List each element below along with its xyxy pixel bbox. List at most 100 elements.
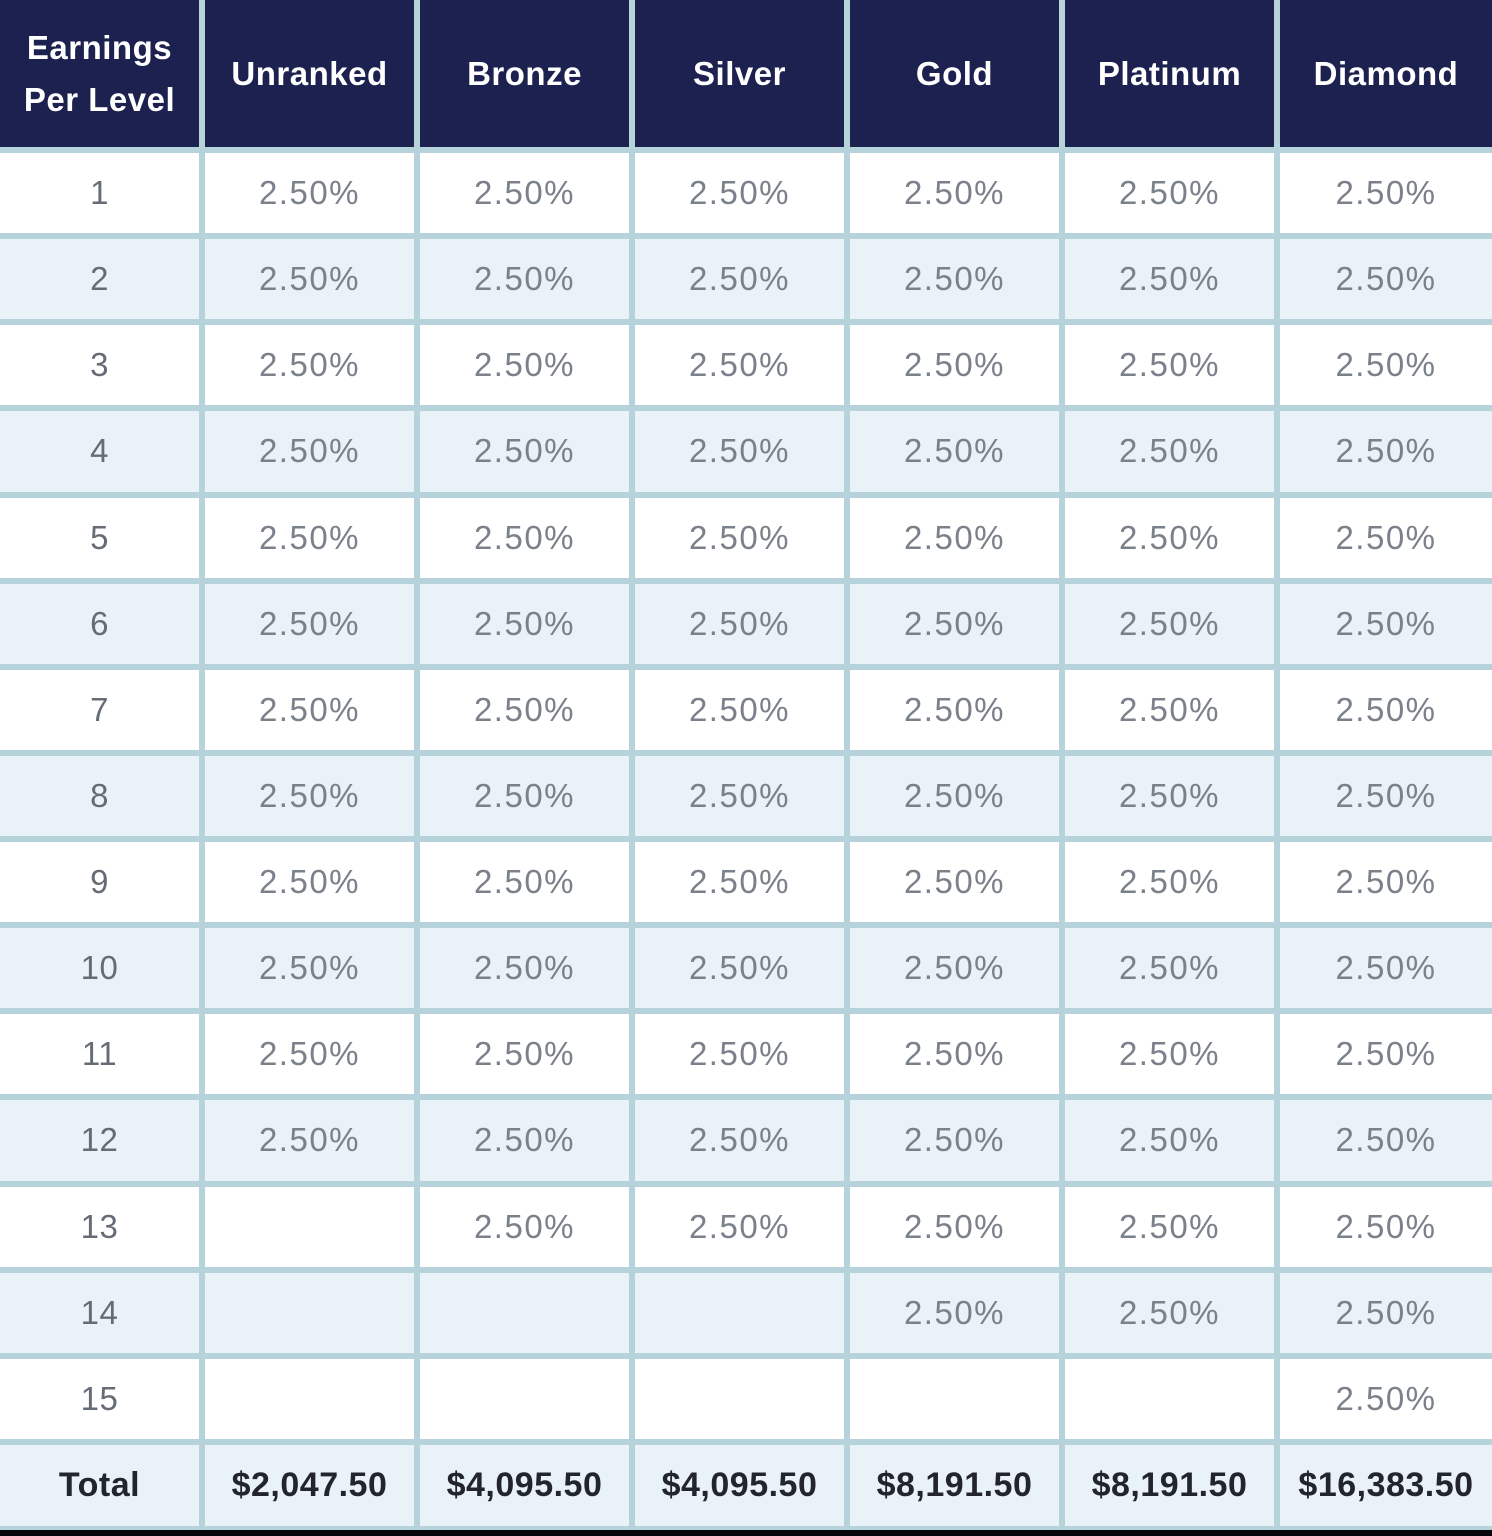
value-cell: 2.50% [629,663,850,756]
value-cell: 2.50% [629,749,850,843]
value-cell [1059,1352,1280,1446]
header-earnings-per-level: Earnings Per Level [0,0,205,153]
table-row: 3 2.50% 2.50% 2.50% 2.50% 2.50% 2.50% [0,319,1492,412]
value-cell: 2.50% [844,749,1065,843]
value-cell: 2.50% [414,233,635,326]
total-unranked: $2,047.50 [199,1439,420,1526]
value-cell: 2.50% [199,1008,420,1101]
value-cell: 2.50% [1059,1008,1280,1101]
value-cell: 2.50% [1059,1094,1280,1187]
level-cell: 10 [0,922,205,1015]
header-gold: Gold [844,0,1065,153]
value-cell: 2.50% [199,922,420,1015]
value-cell: 2.50% [1274,835,1492,929]
value-cell: 2.50% [414,405,635,498]
value-cell [629,1266,850,1359]
header-unranked: Unranked [199,0,420,153]
value-cell [414,1352,635,1446]
value-cell [844,1352,1065,1446]
value-cell: 2.50% [844,233,1065,326]
value-cell: 2.50% [199,146,420,240]
total-silver: $4,095.50 [629,1439,850,1526]
level-cell: 13 [0,1180,205,1273]
table-row: 2 2.50% 2.50% 2.50% 2.50% 2.50% 2.50% [0,233,1492,326]
value-cell: 2.50% [414,319,635,412]
value-cell: 2.50% [414,749,635,843]
header-diamond: Diamond [1274,0,1492,153]
value-cell [199,1180,420,1273]
table-footer: Total $2,047.50 $4,095.50 $4,095.50 $8,1… [0,1439,1492,1526]
value-cell: 2.50% [1059,146,1280,240]
value-cell: 2.50% [199,319,420,412]
table-header: Earnings Per Level Unranked Bronze Silve… [0,0,1492,153]
value-cell: 2.50% [1274,663,1492,756]
table-row: 4 2.50% 2.50% 2.50% 2.50% 2.50% 2.50% [0,405,1492,498]
level-cell: 11 [0,1008,205,1101]
value-cell: 2.50% [1274,577,1492,670]
value-cell: 2.50% [414,1180,635,1273]
value-cell: 2.50% [414,491,635,584]
value-cell: 2.50% [1274,233,1492,326]
header-row: Earnings Per Level Unranked Bronze Silve… [0,0,1492,153]
table-row: 8 2.50% 2.50% 2.50% 2.50% 2.50% 2.50% [0,749,1492,843]
table-row: 10 2.50% 2.50% 2.50% 2.50% 2.50% 2.50% [0,922,1492,1015]
table-row: 14 2.50% 2.50% 2.50% [0,1266,1492,1359]
value-cell: 2.50% [1059,405,1280,498]
value-cell: 2.50% [1274,319,1492,412]
value-cell: 2.50% [1274,405,1492,498]
total-row: Total $2,047.50 $4,095.50 $4,095.50 $8,1… [0,1439,1492,1526]
value-cell: 2.50% [629,577,850,670]
value-cell: 2.50% [1059,577,1280,670]
value-cell: 2.50% [629,1180,850,1273]
value-cell: 2.50% [629,233,850,326]
value-cell: 2.50% [844,1266,1065,1359]
value-cell: 2.50% [629,835,850,929]
value-cell: 2.50% [844,922,1065,1015]
level-cell: 14 [0,1266,205,1359]
value-cell: 2.50% [1274,1266,1492,1359]
table-row: 1 2.50% 2.50% 2.50% 2.50% 2.50% 2.50% [0,146,1492,240]
value-cell: 2.50% [414,1008,635,1101]
table-row: 13 2.50% 2.50% 2.50% 2.50% 2.50% [0,1180,1492,1273]
total-platinum: $8,191.50 [1059,1439,1280,1526]
value-cell: 2.50% [844,1008,1065,1101]
value-cell: 2.50% [199,491,420,584]
value-cell: 2.50% [1274,146,1492,240]
value-cell: 2.50% [414,835,635,929]
value-cell: 2.50% [1059,749,1280,843]
level-cell: 7 [0,663,205,756]
value-cell: 2.50% [629,319,850,412]
value-cell: 2.50% [199,663,420,756]
bottom-bar [0,1526,1492,1536]
table-row: 7 2.50% 2.50% 2.50% 2.50% 2.50% 2.50% [0,663,1492,756]
value-cell: 2.50% [629,146,850,240]
value-cell: 2.50% [414,663,635,756]
header-silver: Silver [629,0,850,153]
value-cell: 2.50% [1274,1008,1492,1101]
value-cell: 2.50% [414,922,635,1015]
level-cell: 2 [0,233,205,326]
level-cell: 6 [0,577,205,670]
value-cell: 2.50% [199,577,420,670]
total-gold: $8,191.50 [844,1439,1065,1526]
value-cell: 2.50% [199,749,420,843]
level-cell: 1 [0,146,205,240]
value-cell: 2.50% [1059,835,1280,929]
value-cell: 2.50% [1059,922,1280,1015]
value-cell: 2.50% [629,1094,850,1187]
value-cell: 2.50% [414,1094,635,1187]
level-cell: 3 [0,319,205,412]
value-cell: 2.50% [1059,319,1280,412]
value-cell: 2.50% [1274,1180,1492,1273]
value-cell: 2.50% [844,491,1065,584]
table-body: 1 2.50% 2.50% 2.50% 2.50% 2.50% 2.50% 2 2.50% 2.5… [0,146,1492,1446]
level-cell: 12 [0,1094,205,1187]
table-row: 9 2.50% 2.50% 2.50% 2.50% 2.50% 2.50% [0,835,1492,929]
value-cell: 2.50% [199,835,420,929]
value-cell: 2.50% [629,922,850,1015]
value-cell: 2.50% [844,577,1065,670]
level-cell: 5 [0,491,205,584]
value-cell: 2.50% [1274,1094,1492,1187]
level-cell: 9 [0,835,205,929]
